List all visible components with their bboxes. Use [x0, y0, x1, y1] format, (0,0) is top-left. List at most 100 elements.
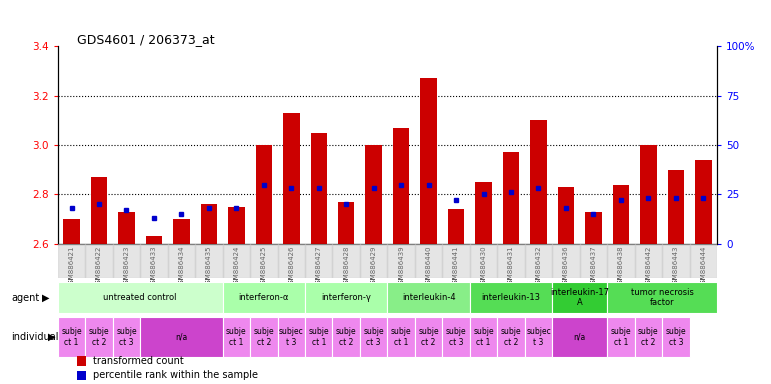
Bar	[387, 317, 415, 357]
Bar	[415, 244, 443, 278]
Bar	[415, 317, 443, 357]
Text: subje
ct 2: subje ct 2	[638, 327, 658, 347]
Text: subje
ct 1: subje ct 1	[61, 327, 82, 347]
Text: subje
ct 2: subje ct 2	[89, 327, 109, 347]
Bar	[497, 244, 525, 278]
Text: n/a: n/a	[175, 333, 187, 341]
Bar	[255, 145, 272, 244]
Bar	[113, 317, 140, 357]
Text: transformed count: transformed count	[93, 356, 183, 366]
Bar	[305, 282, 387, 313]
Bar	[585, 212, 601, 244]
Bar	[140, 317, 223, 357]
Bar	[525, 317, 552, 357]
Text: GDS4601 / 206373_at: GDS4601 / 206373_at	[77, 33, 215, 46]
Text: subje
ct 2: subje ct 2	[419, 327, 439, 347]
Bar	[552, 282, 607, 313]
Bar	[223, 317, 250, 357]
Bar	[475, 182, 492, 244]
Bar	[530, 120, 547, 244]
Bar	[668, 170, 684, 244]
Bar	[662, 244, 689, 278]
Text: subje
ct 1: subje ct 1	[473, 327, 494, 347]
Bar	[228, 207, 244, 244]
Bar	[470, 244, 497, 278]
Bar	[86, 317, 113, 357]
Bar	[503, 152, 519, 244]
Text: ▶: ▶	[42, 293, 50, 303]
Bar	[146, 237, 162, 244]
Bar	[470, 282, 552, 313]
Bar	[173, 219, 190, 244]
Bar	[365, 145, 382, 244]
Bar	[58, 317, 86, 357]
Text: subje
ct 2: subje ct 2	[254, 327, 274, 347]
Bar	[58, 282, 223, 313]
Bar	[140, 244, 167, 278]
Bar	[250, 317, 278, 357]
Bar	[63, 219, 79, 244]
Text: subje
ct 3: subje ct 3	[665, 327, 686, 347]
Text: subje
ct 2: subje ct 2	[500, 327, 521, 347]
Bar	[607, 317, 635, 357]
Bar	[689, 244, 717, 278]
Text: percentile rank within the sample: percentile rank within the sample	[93, 370, 258, 381]
Text: interferon-γ: interferon-γ	[322, 293, 371, 302]
Text: interleukin-13: interleukin-13	[482, 293, 540, 302]
Bar	[387, 282, 470, 313]
Bar	[613, 185, 629, 244]
Text: tumor necrosis
factor: tumor necrosis factor	[631, 288, 694, 307]
Bar	[305, 244, 332, 278]
Text: individual: individual	[12, 332, 59, 342]
Bar	[118, 212, 135, 244]
Bar	[607, 282, 717, 313]
Bar	[448, 209, 464, 244]
Bar	[283, 113, 299, 244]
Bar	[470, 317, 497, 357]
Bar	[580, 244, 607, 278]
Bar	[58, 244, 86, 278]
Bar	[695, 160, 712, 244]
Bar	[311, 132, 327, 244]
Bar	[552, 317, 607, 357]
Text: agent: agent	[12, 293, 40, 303]
Bar	[360, 317, 387, 357]
Text: subje
ct 1: subje ct 1	[308, 327, 329, 347]
Bar	[113, 244, 140, 278]
Text: n/a: n/a	[574, 333, 586, 341]
Text: subje
ct 3: subje ct 3	[363, 327, 384, 347]
Text: subje
ct 1: subje ct 1	[391, 327, 412, 347]
Bar	[552, 244, 580, 278]
Bar	[557, 187, 574, 244]
Bar	[223, 282, 305, 313]
Text: subjec
t 3: subjec t 3	[526, 327, 550, 347]
Bar	[360, 244, 387, 278]
Bar	[443, 244, 470, 278]
Bar	[278, 317, 305, 357]
Bar	[91, 177, 107, 244]
Text: ▶: ▶	[48, 332, 56, 342]
Bar	[332, 317, 360, 357]
Text: interleukin-4: interleukin-4	[402, 293, 456, 302]
Bar	[393, 127, 409, 244]
Bar	[387, 244, 415, 278]
Bar	[195, 244, 223, 278]
Text: untreated control: untreated control	[103, 293, 177, 302]
Bar	[338, 202, 355, 244]
Text: subjec
t 3: subjec t 3	[279, 327, 304, 347]
Bar	[443, 317, 470, 357]
Bar	[640, 145, 657, 244]
Bar	[305, 317, 332, 357]
Bar	[86, 244, 113, 278]
Text: subje
ct 2: subje ct 2	[336, 327, 356, 347]
Bar	[167, 244, 195, 278]
Bar	[635, 317, 662, 357]
Bar	[662, 317, 689, 357]
Text: subje
ct 3: subje ct 3	[116, 327, 136, 347]
Bar	[223, 244, 250, 278]
Text: subje
ct 1: subje ct 1	[226, 327, 247, 347]
Bar	[200, 204, 217, 244]
Text: interleukin-17
A: interleukin-17 A	[550, 288, 609, 307]
Bar	[607, 244, 635, 278]
Bar	[250, 244, 278, 278]
